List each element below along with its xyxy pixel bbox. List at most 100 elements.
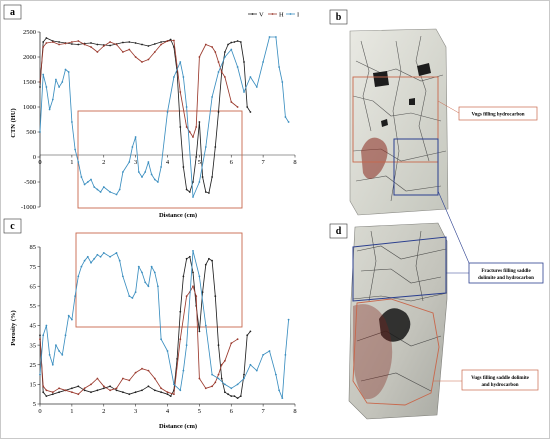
data-point-v [58, 41, 60, 43]
data-point-i [236, 383, 239, 386]
data-point-h [39, 338, 41, 341]
data-point-v [90, 42, 92, 44]
data-point-i [166, 111, 169, 113]
data-point-h [236, 106, 239, 108]
data-point-i [224, 56, 226, 58]
data-point-v [236, 397, 239, 399]
data-point-i [99, 191, 102, 193]
data-point-h [64, 389, 67, 392]
y-tick-label: 75 [30, 264, 37, 271]
data-point-h [109, 41, 111, 43]
data-point-i [118, 188, 121, 191]
panel-b-label: b [336, 12, 342, 23]
data-point-v [96, 43, 99, 46]
data-point-v [249, 111, 252, 113]
y-tick-label: 35 [30, 342, 37, 349]
data-point-h [45, 389, 48, 392]
data-point-h [147, 58, 150, 61]
core-photo-d: d [329, 222, 448, 420]
data-point-h [64, 42, 67, 45]
data-point-i [182, 369, 185, 372]
core-b-vugs [373, 63, 431, 127]
data-point-v [122, 41, 124, 44]
callout-box-vugs-top [458, 106, 538, 121]
legend-label-v: V [259, 12, 264, 19]
data-point-i [122, 171, 124, 173]
porosity-series-group [39, 250, 290, 399]
legend-entry-v: V [248, 12, 264, 19]
porosity-x-label: Distance (cm) [159, 423, 197, 430]
data-point-i [45, 324, 48, 327]
data-point-i [262, 61, 264, 63]
callout-fractures: Fractures filling saddle dolimite and hy… [437, 190, 544, 284]
data-point-h [204, 43, 207, 46]
data-point-i [99, 255, 102, 258]
data-point-i [115, 252, 118, 254]
data-point-i [141, 176, 143, 178]
data-point-i [278, 66, 280, 68]
data-point-v [188, 191, 191, 193]
data-point-i [77, 161, 80, 163]
data-point-h [160, 387, 163, 390]
data-point-i [217, 377, 220, 380]
leader-vugs-top [437, 100, 460, 114]
data-point-h [214, 381, 217, 384]
data-point-i [74, 148, 76, 151]
data-point-i [281, 397, 284, 399]
data-point-h [217, 373, 220, 376]
data-point-i [102, 252, 105, 254]
callout-text-fractures-1: Fractures filling saddle [481, 269, 531, 274]
data-point-v [204, 263, 207, 266]
data-point-h [214, 51, 217, 53]
data-point-i [243, 91, 245, 93]
data-point-h [83, 43, 86, 46]
data-point-i [150, 173, 153, 176]
y-tick-label: 15 [30, 382, 37, 389]
data-point-i [275, 373, 277, 376]
data-point-v [198, 330, 201, 333]
data-point-v [185, 188, 188, 191]
data-point-i [211, 96, 214, 98]
data-point-v [204, 191, 207, 193]
data-point-h [220, 363, 223, 366]
data-point-h [51, 391, 54, 394]
data-point-v [179, 310, 182, 313]
ctn-chart-panel: -1000 -500 0 500 1000 1500 2000 2500 0 1 2 3 4 5 6 7 8 C… [3, 4, 299, 219]
data-point-i [71, 318, 73, 321]
data-point-h [173, 39, 175, 42]
data-point-i [173, 383, 175, 386]
x-tick-label: 6 [230, 408, 234, 415]
y-tick-label: 25 [30, 362, 37, 369]
data-point-h [128, 379, 131, 382]
data-point-v [42, 391, 45, 394]
data-point-v [166, 393, 169, 396]
data-point-v [192, 271, 194, 274]
callout-text-fractures-2: dolimite and hydrocarbon [478, 276, 534, 281]
data-point-v [58, 391, 60, 394]
data-point-h [134, 371, 137, 374]
x-tick-label: 7 [262, 159, 266, 166]
data-point-h [96, 377, 99, 380]
data-point-h [230, 342, 233, 345]
hydrocarbon-stain-b [361, 137, 388, 180]
data-point-i [157, 285, 159, 288]
x-tick-label: 7 [262, 408, 266, 415]
data-point-v [182, 275, 185, 278]
data-point-i [230, 387, 233, 390]
data-point-i [55, 344, 57, 346]
x-tick-label: 1 [70, 408, 73, 415]
x-tick-label: 4 [166, 408, 170, 415]
data-point-i [48, 108, 51, 111]
data-point-i [86, 255, 89, 258]
data-point-i [255, 369, 258, 372]
data-point-i [211, 373, 214, 376]
data-point-i [61, 81, 64, 83]
data-point-v [153, 389, 156, 392]
data-point-v [208, 257, 210, 260]
ctn-series-group [39, 36, 290, 198]
data-point-v [141, 43, 143, 46]
data-point-v [51, 393, 54, 396]
data-point-h [224, 359, 226, 362]
data-point-h [236, 338, 239, 341]
